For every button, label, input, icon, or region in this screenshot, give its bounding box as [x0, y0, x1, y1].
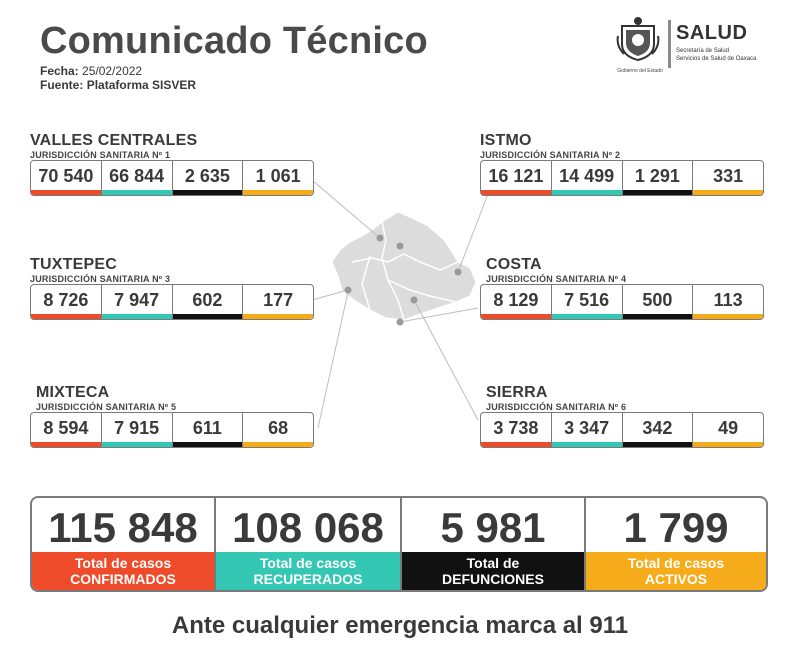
- state-seal-icon: [616, 17, 660, 62]
- stat-recuperados: 3 347: [551, 413, 623, 447]
- total-label: Total de casos RECUPERADOS: [216, 552, 400, 590]
- stat-defunciones: 342: [622, 413, 694, 447]
- region-stats: 8 129 7 516 500 113: [480, 284, 764, 320]
- total-value: 5 981: [440, 504, 546, 551]
- stat-activos: 331: [693, 161, 763, 195]
- stat-defunciones: 500: [622, 285, 694, 319]
- stat-activos: 68: [243, 413, 313, 447]
- page-title: Comunicado Técnico: [40, 20, 428, 62]
- stat-recuperados: 14 499: [551, 161, 623, 195]
- total-label: Total de casos ACTIVOS: [586, 552, 766, 590]
- region-name: COSTA: [486, 256, 542, 273]
- date-line: Fecha: 25/02/2022: [40, 64, 142, 78]
- stat-recuperados: 7 915: [101, 413, 173, 447]
- region-jurisdiction: JURISDICCIÓN SANITARIA Nº 5: [36, 402, 177, 412]
- stat-defunciones: 611: [172, 413, 244, 447]
- total-value: 115 848: [48, 504, 198, 551]
- logo-line1: Secretaría de Salud: [676, 48, 730, 54]
- total-value: 108 068: [232, 504, 384, 551]
- stat-confirmados: 16 121: [481, 161, 552, 195]
- region-jurisdiction: JURISDICCIÓN SANITARIA Nº 6: [486, 402, 627, 412]
- source-value: Plataforma SISVER: [86, 78, 197, 92]
- totals-panel: 115 848 Total de casos CONFIRMADOS 108 06…: [30, 496, 768, 592]
- region-name: SIERRA: [486, 384, 548, 401]
- total-label: Total de DEFUNCIONES: [402, 552, 584, 590]
- stat-defunciones: 1 291: [622, 161, 694, 195]
- stat-confirmados: 3 738: [481, 413, 552, 447]
- gov-label: Gobierno del Estado: [617, 68, 663, 74]
- logo-divider: [668, 20, 671, 68]
- stat-activos: 1 061: [243, 161, 313, 195]
- date-value: 25/02/2022: [82, 64, 143, 78]
- stat-confirmados: 8 594: [31, 413, 102, 447]
- region-jurisdiction: JURISDICCIÓN SANITARIA Nº 3: [30, 274, 171, 284]
- stat-activos: 49: [693, 413, 763, 447]
- region-name: TUXTEPEC: [30, 256, 117, 273]
- logo-brand: SALUD: [676, 22, 748, 44]
- region-name: MIXTECA: [36, 384, 110, 401]
- total-value: 1 799: [623, 504, 729, 551]
- stat-confirmados: 70 540: [31, 161, 102, 195]
- region-jurisdiction: JURISDICCIÓN SANITARIA Nº 1: [30, 150, 171, 160]
- stat-activos: 113: [693, 285, 763, 319]
- source-label: Fuente:: [40, 78, 84, 92]
- region-stats: 16 121 14 499 1 291 331: [480, 160, 764, 196]
- source-line: Fuente: Plataforma SISVER: [40, 78, 196, 92]
- stat-defunciones: 602: [172, 285, 244, 319]
- stat-confirmados: 8 726: [31, 285, 102, 319]
- stat-recuperados: 7 516: [551, 285, 623, 319]
- region-jurisdiction: JURISDICCIÓN SANITARIA Nº 2: [480, 150, 621, 160]
- region-stats: 8 726 7 947 602 177: [30, 284, 314, 320]
- stat-defunciones: 2 635: [172, 161, 244, 195]
- logo-line2: Servicios de Salud de Oaxaca: [676, 56, 757, 62]
- salud-logo: Gobierno del Estado SALUD Secretaría de …: [612, 14, 772, 76]
- emergency-footer: Ante cualquier emergencia marca al 911: [171, 612, 629, 639]
- stat-recuperados: 7 947: [101, 285, 173, 319]
- total-activos: 1 799 Total de casos ACTIVOS: [586, 498, 766, 590]
- region-stats: 70 540 66 844 2 635 1 061: [30, 160, 314, 196]
- map-shape: [331, 211, 477, 321]
- total-recuperados: 108 068 Total de casos RECUPERADOS: [216, 498, 402, 590]
- total-defunciones: 5 981 Total de DEFUNCIONES: [402, 498, 586, 590]
- region-name: ISTMO: [480, 132, 532, 149]
- region-name: VALLES CENTRALES: [30, 132, 198, 149]
- stat-confirmados: 8 129: [481, 285, 552, 319]
- region-jurisdiction: JURISDICCIÓN SANITARIA Nº 4: [486, 274, 627, 284]
- date-label: Fecha:: [40, 64, 79, 78]
- stat-activos: 177: [243, 285, 313, 319]
- total-confirmados: 115 848 Total de casos CONFIRMADOS: [32, 498, 216, 590]
- total-label: Total de casos CONFIRMADOS: [32, 552, 214, 590]
- region-stats: 3 738 3 347 342 49: [480, 412, 764, 448]
- stat-recuperados: 66 844: [101, 161, 173, 195]
- region-stats: 8 594 7 915 611 68: [30, 412, 314, 448]
